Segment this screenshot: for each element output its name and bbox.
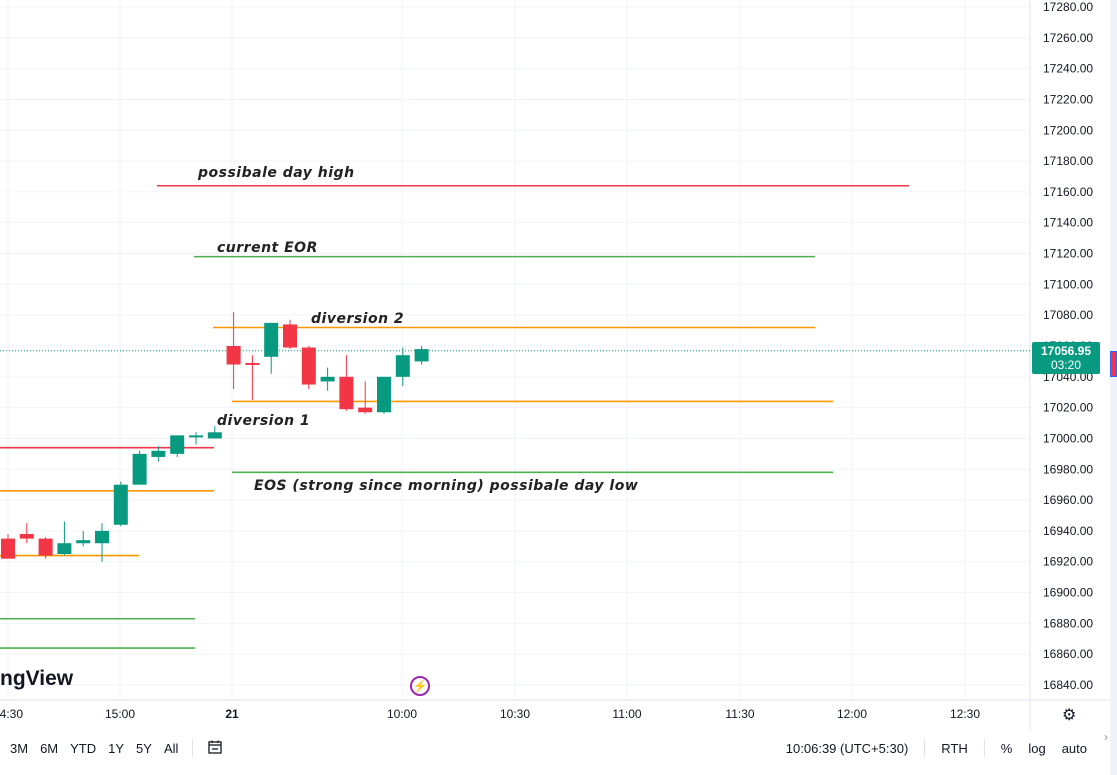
last-price-tag: 17056.95 03:20 <box>1032 342 1100 374</box>
gear-icon[interactable]: ⚙ <box>1062 707 1077 724</box>
y-tick-label: 16880.00 <box>1043 616 1093 630</box>
candle-body <box>226 346 241 365</box>
toolbar-divider <box>924 739 926 757</box>
toolbar-right-group: 10:06:39 (UTC+5:30) RTH % log auto <box>778 733 1095 763</box>
range-all[interactable]: All <box>163 740 179 756</box>
chevron-right-icon[interactable]: › <box>1104 730 1108 744</box>
candle-body <box>414 349 429 362</box>
right-panel-edge <box>1110 0 1117 775</box>
candle-body <box>395 355 410 377</box>
candle-body <box>339 376 354 410</box>
y-tick-label: 16940.00 <box>1043 524 1093 538</box>
x-tick-label: 15:00 <box>105 707 135 721</box>
x-tick-label: 10:30 <box>500 707 530 721</box>
candle-body <box>207 432 222 439</box>
tradingview-logo: ngView <box>0 667 74 690</box>
y-tick-label: 17220.00 <box>1043 92 1093 106</box>
range-1y[interactable]: 1Y <box>108 740 125 756</box>
y-tick-label: 16900.00 <box>1043 586 1093 600</box>
x-tick-label: 12:30 <box>950 707 980 721</box>
candle-body <box>95 530 109 544</box>
y-tick-label: 16840.00 <box>1043 678 1093 692</box>
candle-body <box>264 322 279 357</box>
y-tick-label: 16960.00 <box>1043 493 1093 507</box>
log-scale-button[interactable]: log <box>1028 740 1046 756</box>
auto-scale-button[interactable]: auto <box>1061 740 1087 756</box>
range-6m[interactable]: 6M <box>40 740 59 756</box>
x-tick-label: 11:00 <box>612 707 641 721</box>
candlestick-chart[interactable]: 17280.00 17260.00 17240.00 17220.00 17200.00… <box>0 0 1110 730</box>
session-button[interactable]: RTH <box>941 740 968 756</box>
lightning-icon[interactable]: ⚡ <box>410 676 430 696</box>
range-3m[interactable]: 3M <box>10 740 29 756</box>
y-tick-label: 16920.00 <box>1043 555 1093 569</box>
candle-body <box>358 407 373 413</box>
candle-body <box>377 376 391 413</box>
candle-body <box>320 376 335 382</box>
candle-body <box>283 324 297 348</box>
candle-body <box>151 450 166 457</box>
annotation-text: possibale day high <box>197 165 355 181</box>
y-tick-label: 17160.00 <box>1043 185 1093 199</box>
candle-body <box>113 484 128 525</box>
percent-scale-button[interactable]: % <box>1000 740 1013 756</box>
bar-countdown: 03:20 <box>1050 358 1082 372</box>
bottom-toolbar: 3M 6M YTD 1Y 5Y All 10:06:39 (UTC+5:30) … <box>0 733 1117 763</box>
y-tick-label: 17020.00 <box>1043 401 1093 415</box>
y-tick-label: 17080.00 <box>1043 308 1093 322</box>
y-tick-label: 17200.00 <box>1043 123 1093 137</box>
x-tick-label: 10:00 <box>387 707 417 721</box>
annotation-text: diversion 1 <box>217 413 310 429</box>
candle-body <box>19 533 34 539</box>
edge-price-marker <box>1110 351 1117 377</box>
y-tick-label: 17280.00 <box>1043 0 1093 14</box>
range-5y[interactable]: 5Y <box>136 740 152 756</box>
range-ytd[interactable]: YTD <box>70 740 97 756</box>
y-tick-label: 17120.00 <box>1043 247 1093 261</box>
annotation-text: diversion 2 <box>311 311 404 327</box>
candle-body <box>245 362 260 365</box>
candle-body <box>1 538 15 559</box>
toolbar-divider <box>983 739 985 757</box>
last-price: 17056.95 <box>1040 344 1092 358</box>
candle-body <box>189 435 203 438</box>
y-tick-label: 17260.00 <box>1043 31 1093 45</box>
calendar-range-icon[interactable] <box>201 739 229 758</box>
y-tick-label: 16860.00 <box>1043 647 1093 661</box>
candle-body <box>57 543 72 555</box>
candle-body <box>76 540 91 544</box>
x-tick-label: 21 <box>225 707 239 721</box>
timezone-clock[interactable]: 10:06:39 (UTC+5:30) <box>785 740 909 756</box>
annotation-text: EOS (strong since morning) possibale day… <box>254 478 638 494</box>
x-tick-label: 12:00 <box>837 707 867 721</box>
x-tick-label: 11:30 <box>725 707 754 721</box>
y-tick-label: 17140.00 <box>1043 216 1093 230</box>
candle-body <box>38 538 53 556</box>
toolbar-divider <box>192 739 194 757</box>
candle-body <box>301 347 316 385</box>
candle-body <box>170 435 185 454</box>
y-tick-label: 17100.00 <box>1043 277 1093 291</box>
candle-body <box>132 453 147 485</box>
y-tick-label: 16980.00 <box>1043 462 1093 476</box>
y-tick-label: 17240.00 <box>1043 62 1093 76</box>
y-tick-label: 17000.00 <box>1043 431 1093 445</box>
annotation-text: current EOR <box>217 240 318 256</box>
x-tick-label: 14:30 <box>0 707 23 721</box>
y-tick-label: 17180.00 <box>1043 154 1093 168</box>
chart-area[interactable]: 17280.00 17260.00 17240.00 17220.00 17200.00… <box>0 0 1117 730</box>
